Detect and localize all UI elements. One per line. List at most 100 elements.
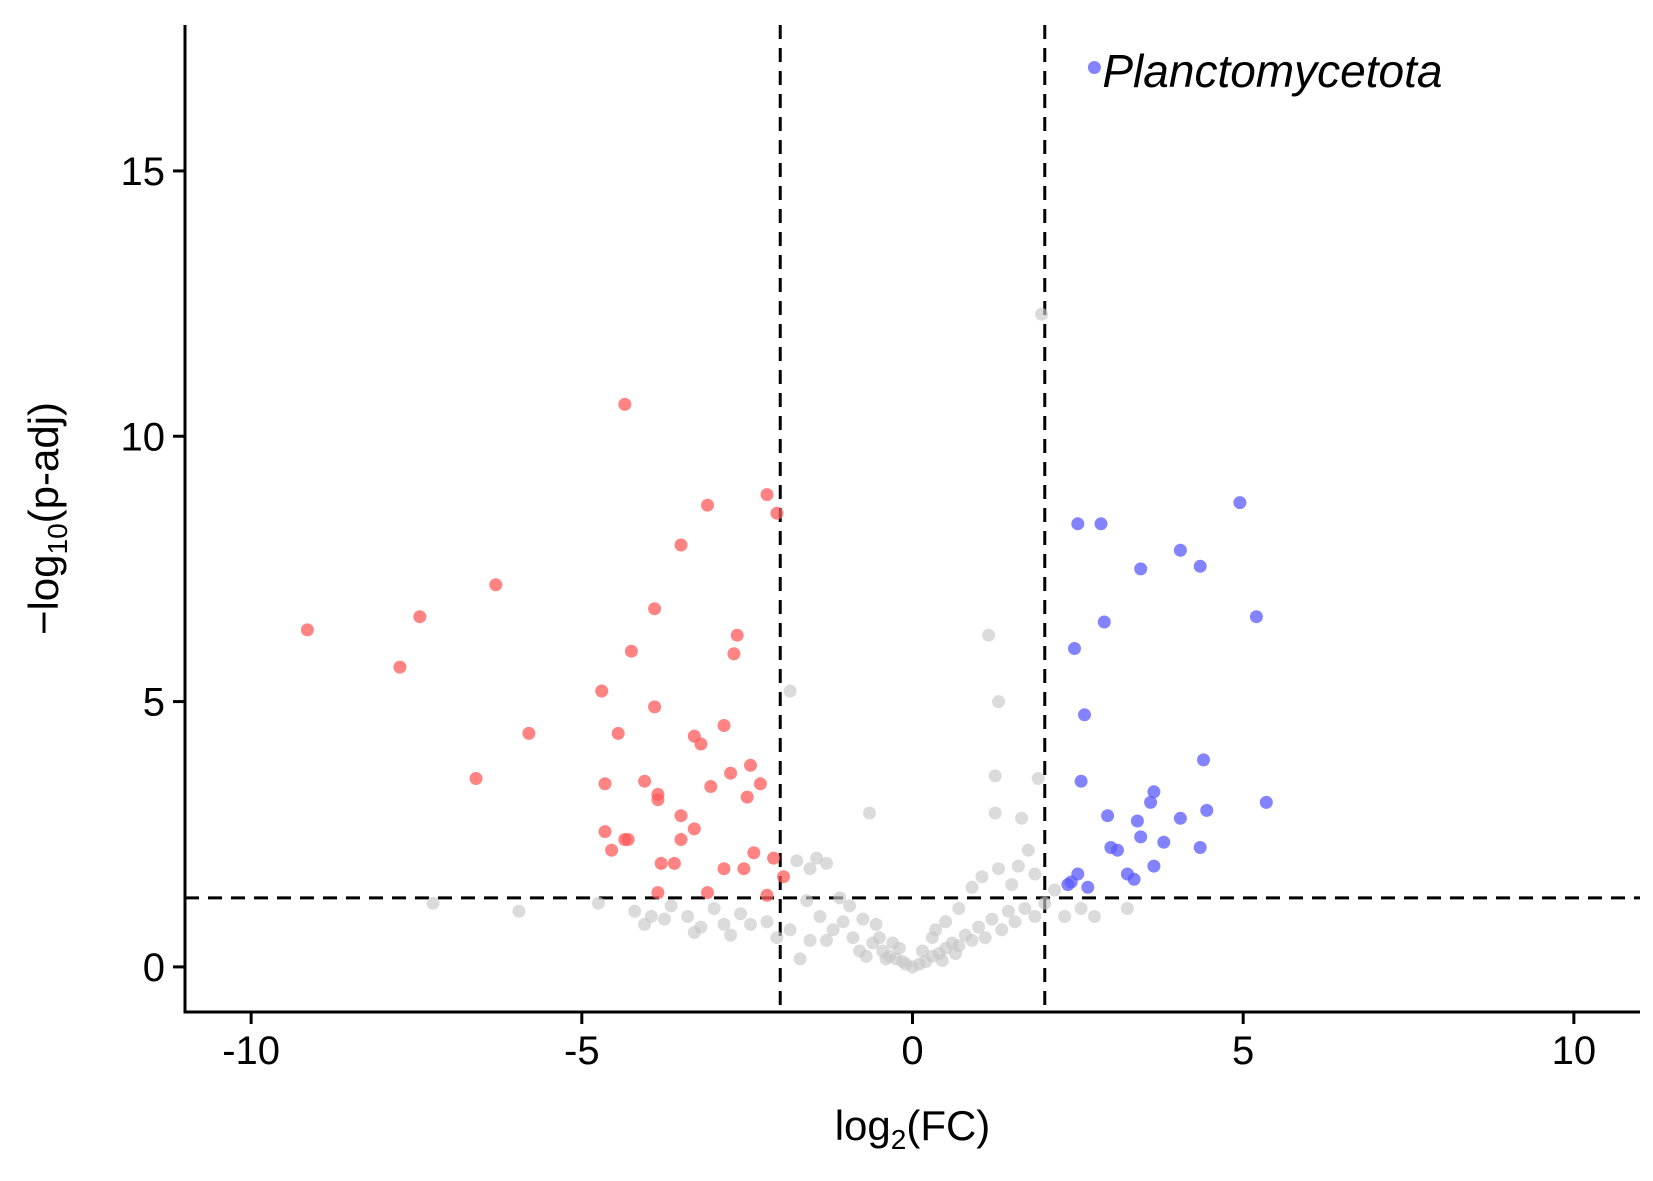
data-point-up bbox=[1078, 708, 1091, 722]
data-point-ns bbox=[992, 862, 1005, 876]
data-point-ns bbox=[1018, 902, 1032, 915]
data-point-ns bbox=[426, 896, 440, 910]
data-point-ns bbox=[995, 923, 1009, 937]
data-point-ns bbox=[975, 870, 989, 884]
data-point-down bbox=[598, 825, 612, 839]
data-point-up bbox=[1144, 795, 1158, 809]
data-point-down bbox=[737, 862, 751, 876]
data-point-ns bbox=[892, 941, 906, 955]
data-point-ns bbox=[1028, 910, 1042, 923]
data-point-down bbox=[727, 647, 741, 661]
data-point-ns bbox=[859, 949, 873, 963]
data-point-up bbox=[1101, 809, 1115, 823]
data-point-up bbox=[1130, 814, 1144, 828]
data-point-ns bbox=[1038, 896, 1052, 910]
axes: -10 -5 0 5 10 0 5 10 15 bbox=[121, 25, 1640, 1073]
data-point-up bbox=[1097, 615, 1111, 629]
data-point-down bbox=[730, 628, 744, 642]
data-point-ns bbox=[793, 952, 807, 966]
x-tick-label: 10 bbox=[1552, 1029, 1597, 1073]
data-point-ns bbox=[939, 915, 953, 929]
data-point-ns bbox=[826, 923, 840, 937]
data-point-down bbox=[595, 684, 609, 698]
x-tick-label: -5 bbox=[564, 1029, 600, 1073]
data-point-down bbox=[770, 506, 784, 520]
annotation-label: Planctomycetota bbox=[1102, 45, 1442, 97]
data-point-ns bbox=[707, 902, 721, 915]
y-tick-label: 10 bbox=[121, 415, 166, 459]
data-point-down bbox=[717, 719, 731, 732]
data-point-ns bbox=[800, 894, 814, 908]
data-point-ns bbox=[879, 952, 893, 966]
data-point-up bbox=[1197, 753, 1210, 767]
data-point-up bbox=[1259, 795, 1273, 809]
data-point-down bbox=[724, 766, 738, 780]
data-point-down bbox=[740, 790, 754, 804]
data-point-ns bbox=[988, 769, 1002, 783]
data-point-ns bbox=[952, 902, 966, 915]
data-point-down bbox=[598, 777, 612, 791]
data-point-ns bbox=[988, 806, 1002, 820]
data-point-down bbox=[744, 758, 757, 772]
data-point-ns bbox=[760, 915, 774, 929]
data-point-down bbox=[674, 538, 688, 552]
data-point-ns bbox=[644, 910, 658, 923]
data-point-up bbox=[1173, 811, 1187, 825]
data-point-ns bbox=[1031, 772, 1045, 785]
data-point-up bbox=[1134, 830, 1148, 844]
data-point-ns bbox=[982, 628, 996, 642]
data-point-ns bbox=[1005, 878, 1019, 892]
data-point-ns bbox=[1120, 902, 1134, 915]
data-point-ns bbox=[992, 695, 1005, 709]
data-point-ns bbox=[810, 851, 824, 865]
data-point-ns bbox=[790, 854, 804, 868]
data-point-ns bbox=[1028, 867, 1042, 881]
y-axis-title: −log10(p-adj) bbox=[20, 402, 73, 635]
data-point-ns bbox=[820, 856, 833, 870]
data-point-ns bbox=[694, 920, 708, 934]
data-point-ns bbox=[929, 923, 943, 937]
data-point-down bbox=[469, 772, 483, 785]
data-point-down bbox=[674, 809, 688, 823]
data-point-down bbox=[717, 862, 731, 876]
data-point-ns bbox=[1058, 910, 1072, 923]
data-point-down bbox=[393, 660, 407, 674]
data-point-down bbox=[638, 774, 652, 788]
data-point-ns bbox=[1074, 902, 1088, 915]
data-point-up bbox=[1094, 517, 1108, 531]
data-point-ns bbox=[836, 915, 850, 929]
data-point-down bbox=[300, 623, 314, 637]
data-point-down bbox=[701, 886, 714, 900]
data-point-up bbox=[1193, 841, 1207, 854]
data-point-down bbox=[621, 833, 635, 846]
data-point-down bbox=[704, 780, 718, 793]
data-point-ns bbox=[1048, 883, 1062, 897]
data-point-ns bbox=[833, 891, 847, 905]
data-point-ns bbox=[985, 912, 999, 926]
data-point-ns bbox=[512, 904, 526, 918]
data-point-ns bbox=[872, 931, 886, 945]
data-point-ns bbox=[770, 931, 784, 945]
data-point-down bbox=[413, 610, 427, 624]
data-point-ns bbox=[783, 684, 797, 698]
data-point-up bbox=[1147, 785, 1161, 799]
data-point-up bbox=[1200, 803, 1214, 817]
y-tick-label: 15 bbox=[121, 150, 166, 194]
data-point-up bbox=[1111, 843, 1124, 857]
data-point-up bbox=[1157, 835, 1171, 849]
data-point-ns bbox=[1001, 904, 1015, 918]
data-point-ns bbox=[869, 917, 883, 931]
data-point-ns bbox=[935, 954, 949, 967]
data-point-up bbox=[1173, 543, 1187, 557]
data-point-up bbox=[1071, 867, 1085, 881]
data-point-ns bbox=[1021, 843, 1035, 857]
data-point-ns bbox=[681, 910, 695, 923]
data-point-down bbox=[777, 870, 790, 884]
threshold-lines bbox=[185, 25, 1640, 1012]
data-point-up bbox=[1081, 880, 1095, 894]
data-point-ns bbox=[783, 923, 797, 937]
x-tick-label: -10 bbox=[222, 1029, 280, 1073]
data-point-down bbox=[747, 846, 761, 860]
data-point-down bbox=[648, 602, 662, 616]
data-point-ns bbox=[724, 928, 738, 942]
